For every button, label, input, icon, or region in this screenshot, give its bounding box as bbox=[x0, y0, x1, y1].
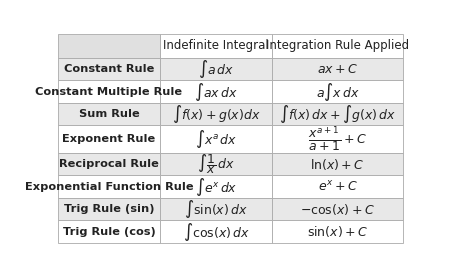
Bar bbox=[58, 153, 160, 175]
Bar bbox=[58, 125, 160, 153]
Bar bbox=[272, 220, 403, 243]
Text: Sum Rule: Sum Rule bbox=[79, 109, 140, 119]
Bar bbox=[160, 175, 272, 198]
Text: Integration Rule Applied: Integration Rule Applied bbox=[266, 39, 409, 52]
Bar bbox=[58, 198, 160, 220]
Text: $\int a\,dx$: $\int a\,dx$ bbox=[198, 58, 234, 80]
Bar bbox=[160, 80, 272, 103]
Bar bbox=[160, 125, 272, 153]
Text: $\int \cos(x)\,dx$: $\int \cos(x)\,dx$ bbox=[183, 221, 249, 242]
Text: $\int \sin(x)\,dx$: $\int \sin(x)\,dx$ bbox=[184, 198, 248, 220]
Bar bbox=[160, 198, 272, 220]
Text: $\int x^a\,dx$: $\int x^a\,dx$ bbox=[195, 128, 237, 150]
Bar bbox=[160, 103, 272, 125]
Text: Exponent Rule: Exponent Rule bbox=[62, 134, 156, 144]
Text: Reciprocal Rule: Reciprocal Rule bbox=[59, 159, 159, 169]
Text: $\sin(x) + C$: $\sin(x) + C$ bbox=[307, 224, 368, 239]
Text: Exponential Function Rule: Exponential Function Rule bbox=[25, 182, 193, 192]
Bar bbox=[160, 34, 272, 58]
Text: Constant Rule: Constant Rule bbox=[64, 64, 154, 74]
Text: $\dfrac{x^{a+1}}{a+1} + C$: $\dfrac{x^{a+1}}{a+1} + C$ bbox=[308, 124, 367, 154]
Bar bbox=[272, 34, 403, 58]
Bar bbox=[272, 58, 403, 80]
Text: $\int f(x)\,dx + \int g(x)\,dx$: $\int f(x)\,dx + \int g(x)\,dx$ bbox=[279, 103, 396, 125]
Bar bbox=[160, 153, 272, 175]
Bar bbox=[272, 198, 403, 220]
Text: Constant Multiple Rule: Constant Multiple Rule bbox=[36, 87, 183, 97]
Text: $e^x + C$: $e^x + C$ bbox=[318, 180, 358, 194]
Text: $\int f(x) + g(x)dx$: $\int f(x) + g(x)dx$ bbox=[171, 103, 260, 125]
Text: $\int e^x\,dx$: $\int e^x\,dx$ bbox=[195, 176, 237, 198]
Bar bbox=[272, 103, 403, 125]
Bar bbox=[58, 58, 160, 80]
Bar bbox=[160, 220, 272, 243]
Text: $-\cos(x) + C$: $-\cos(x) + C$ bbox=[300, 202, 375, 217]
Bar bbox=[272, 80, 403, 103]
Bar bbox=[58, 103, 160, 125]
Text: $a\int x\,dx$: $a\int x\,dx$ bbox=[316, 81, 360, 103]
Bar bbox=[58, 175, 160, 198]
Text: $\ln(x) + C$: $\ln(x) + C$ bbox=[310, 157, 365, 172]
Bar bbox=[160, 58, 272, 80]
Text: $ax + C$: $ax + C$ bbox=[317, 63, 358, 76]
Text: Trig Rule (sin): Trig Rule (sin) bbox=[63, 204, 154, 214]
Bar bbox=[58, 80, 160, 103]
Bar bbox=[272, 125, 403, 153]
Bar bbox=[58, 220, 160, 243]
Bar bbox=[58, 34, 160, 58]
Bar bbox=[272, 153, 403, 175]
Text: Trig Rule (cos): Trig Rule (cos) bbox=[63, 227, 155, 236]
Bar bbox=[272, 175, 403, 198]
Text: $\int \dfrac{1}{x}\,dx$: $\int \dfrac{1}{x}\,dx$ bbox=[197, 152, 235, 176]
Text: $\int ax\,dx$: $\int ax\,dx$ bbox=[194, 81, 238, 103]
Text: Indefinite Integral: Indefinite Integral bbox=[163, 39, 269, 52]
